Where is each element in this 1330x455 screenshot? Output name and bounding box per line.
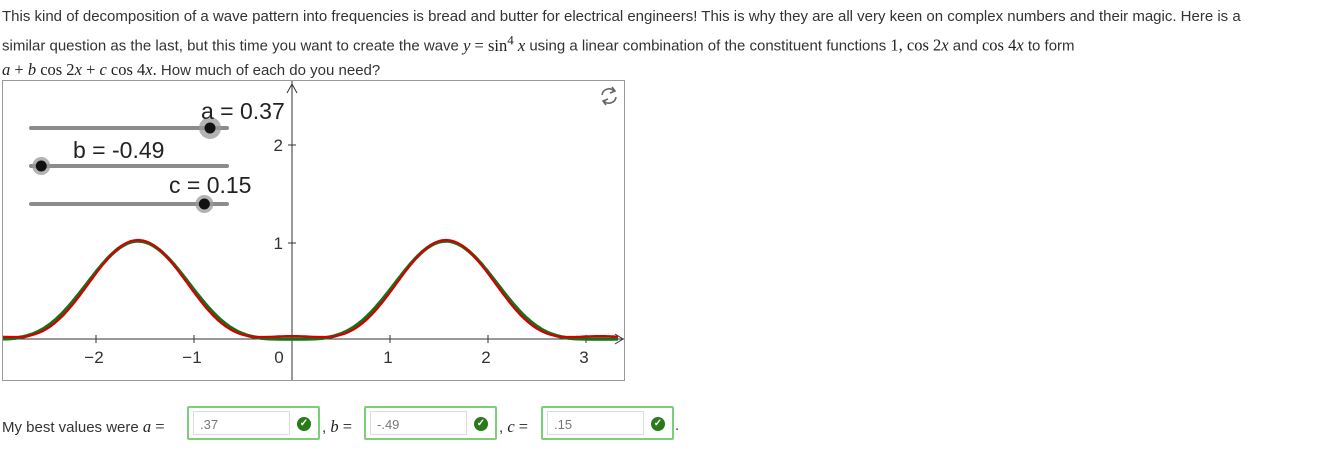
slider-a-label: a = 0.37: [201, 98, 285, 124]
x-tick-label: −1: [182, 348, 201, 367]
fit-curve: [3, 238, 619, 339]
c-answer-input[interactable]: .15: [547, 411, 644, 435]
end-period: .: [675, 417, 680, 434]
combination-formula: a + b cos 2x + c cos 4x.: [2, 59, 157, 79]
slider-c-label: c = 0.15: [169, 172, 251, 198]
constituent-fn-2: cos 4x: [981, 35, 1024, 55]
b-answer-field[interactable]: -.49 ✓: [364, 406, 497, 440]
check-icon: ✓: [651, 417, 665, 431]
c-label: , c =: [499, 417, 529, 436]
question-line-3: a + b cos 2x + c cos 4x. How much of eac…: [2, 59, 381, 79]
x-tick-label: 2: [481, 348, 490, 367]
a-answer-field[interactable]: .37 ✓: [187, 406, 320, 440]
refresh-icon[interactable]: [601, 86, 617, 106]
y-axis-arrow: [286, 82, 298, 94]
wave-equation: y = sin4 x: [463, 32, 526, 55]
answers-intro: My best values were a =: [2, 417, 165, 436]
b-label: , b =: [322, 417, 353, 436]
answer-row: My best values were a = .37 ✓ , b = -.49…: [0, 406, 700, 444]
question-line-2: similar question as the last, but this t…: [2, 32, 1075, 55]
y-tick-label: 1: [274, 234, 283, 253]
x-tick-label: 3: [579, 348, 588, 367]
slider-c-knob[interactable]: [198, 198, 210, 210]
c-answer-field[interactable]: .15 ✓: [541, 406, 674, 440]
b-answer-input[interactable]: -.49: [370, 411, 467, 435]
slider-b-label: b = -0.49: [73, 137, 164, 163]
slider-a-knob[interactable]: [204, 122, 216, 134]
a-answer-input[interactable]: .37: [193, 411, 290, 435]
y-tick-label: 2: [274, 136, 283, 155]
question-line-1: This kind of decomposition of a wave pat…: [2, 8, 1241, 25]
x-tick-label: 1: [383, 348, 392, 367]
check-icon: ✓: [474, 417, 488, 431]
graph-canvas[interactable]: −2 −1 0 1 2 3 1 2 a = 0.37 b = -0.49c = 0.15: [3, 81, 624, 380]
x-tick-label: 0: [274, 348, 283, 367]
target-curve-sin4: [3, 239, 618, 341]
question-text: This kind of decomposition of a wave pat…: [2, 5, 1327, 82]
slider-b-knob[interactable]: [35, 160, 47, 172]
constituent-fn-1: 1, cos 2x: [890, 35, 949, 55]
check-icon: ✓: [297, 417, 311, 431]
graph-applet[interactable]: −2 −1 0 1 2 3 1 2 a = 0.37 b = -0.49 c = 0.15: [2, 80, 625, 381]
x-tick-label: −2: [84, 348, 103, 367]
